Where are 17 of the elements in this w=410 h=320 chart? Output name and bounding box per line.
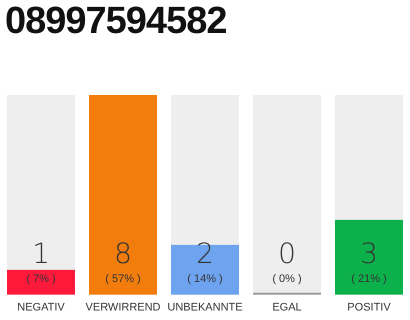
data-label: 8: [114, 236, 132, 270]
data-label: 0: [278, 236, 296, 270]
annotation: ( 21% ): [351, 272, 387, 285]
bar: [7, 270, 75, 295]
x-tick-label: UNBEKANNTE: [167, 301, 243, 314]
annotation: ( 7% ): [26, 272, 56, 285]
annotation: ( 14% ): [187, 272, 223, 285]
x-tick-label: EGAL: [272, 301, 302, 314]
data-label: 1: [32, 236, 50, 270]
annotation: ( 57% ): [105, 272, 141, 285]
x-tick-label: POSITIV: [347, 301, 392, 314]
annotation: ( 0% ): [272, 272, 302, 285]
chart-title: 08997594582: [5, 0, 226, 43]
data-label: 3: [360, 236, 378, 270]
data-label: 2: [196, 236, 214, 270]
x-tick-label: VERWIRREND: [86, 301, 161, 314]
x-tick-label: NEGATIV: [17, 301, 66, 314]
